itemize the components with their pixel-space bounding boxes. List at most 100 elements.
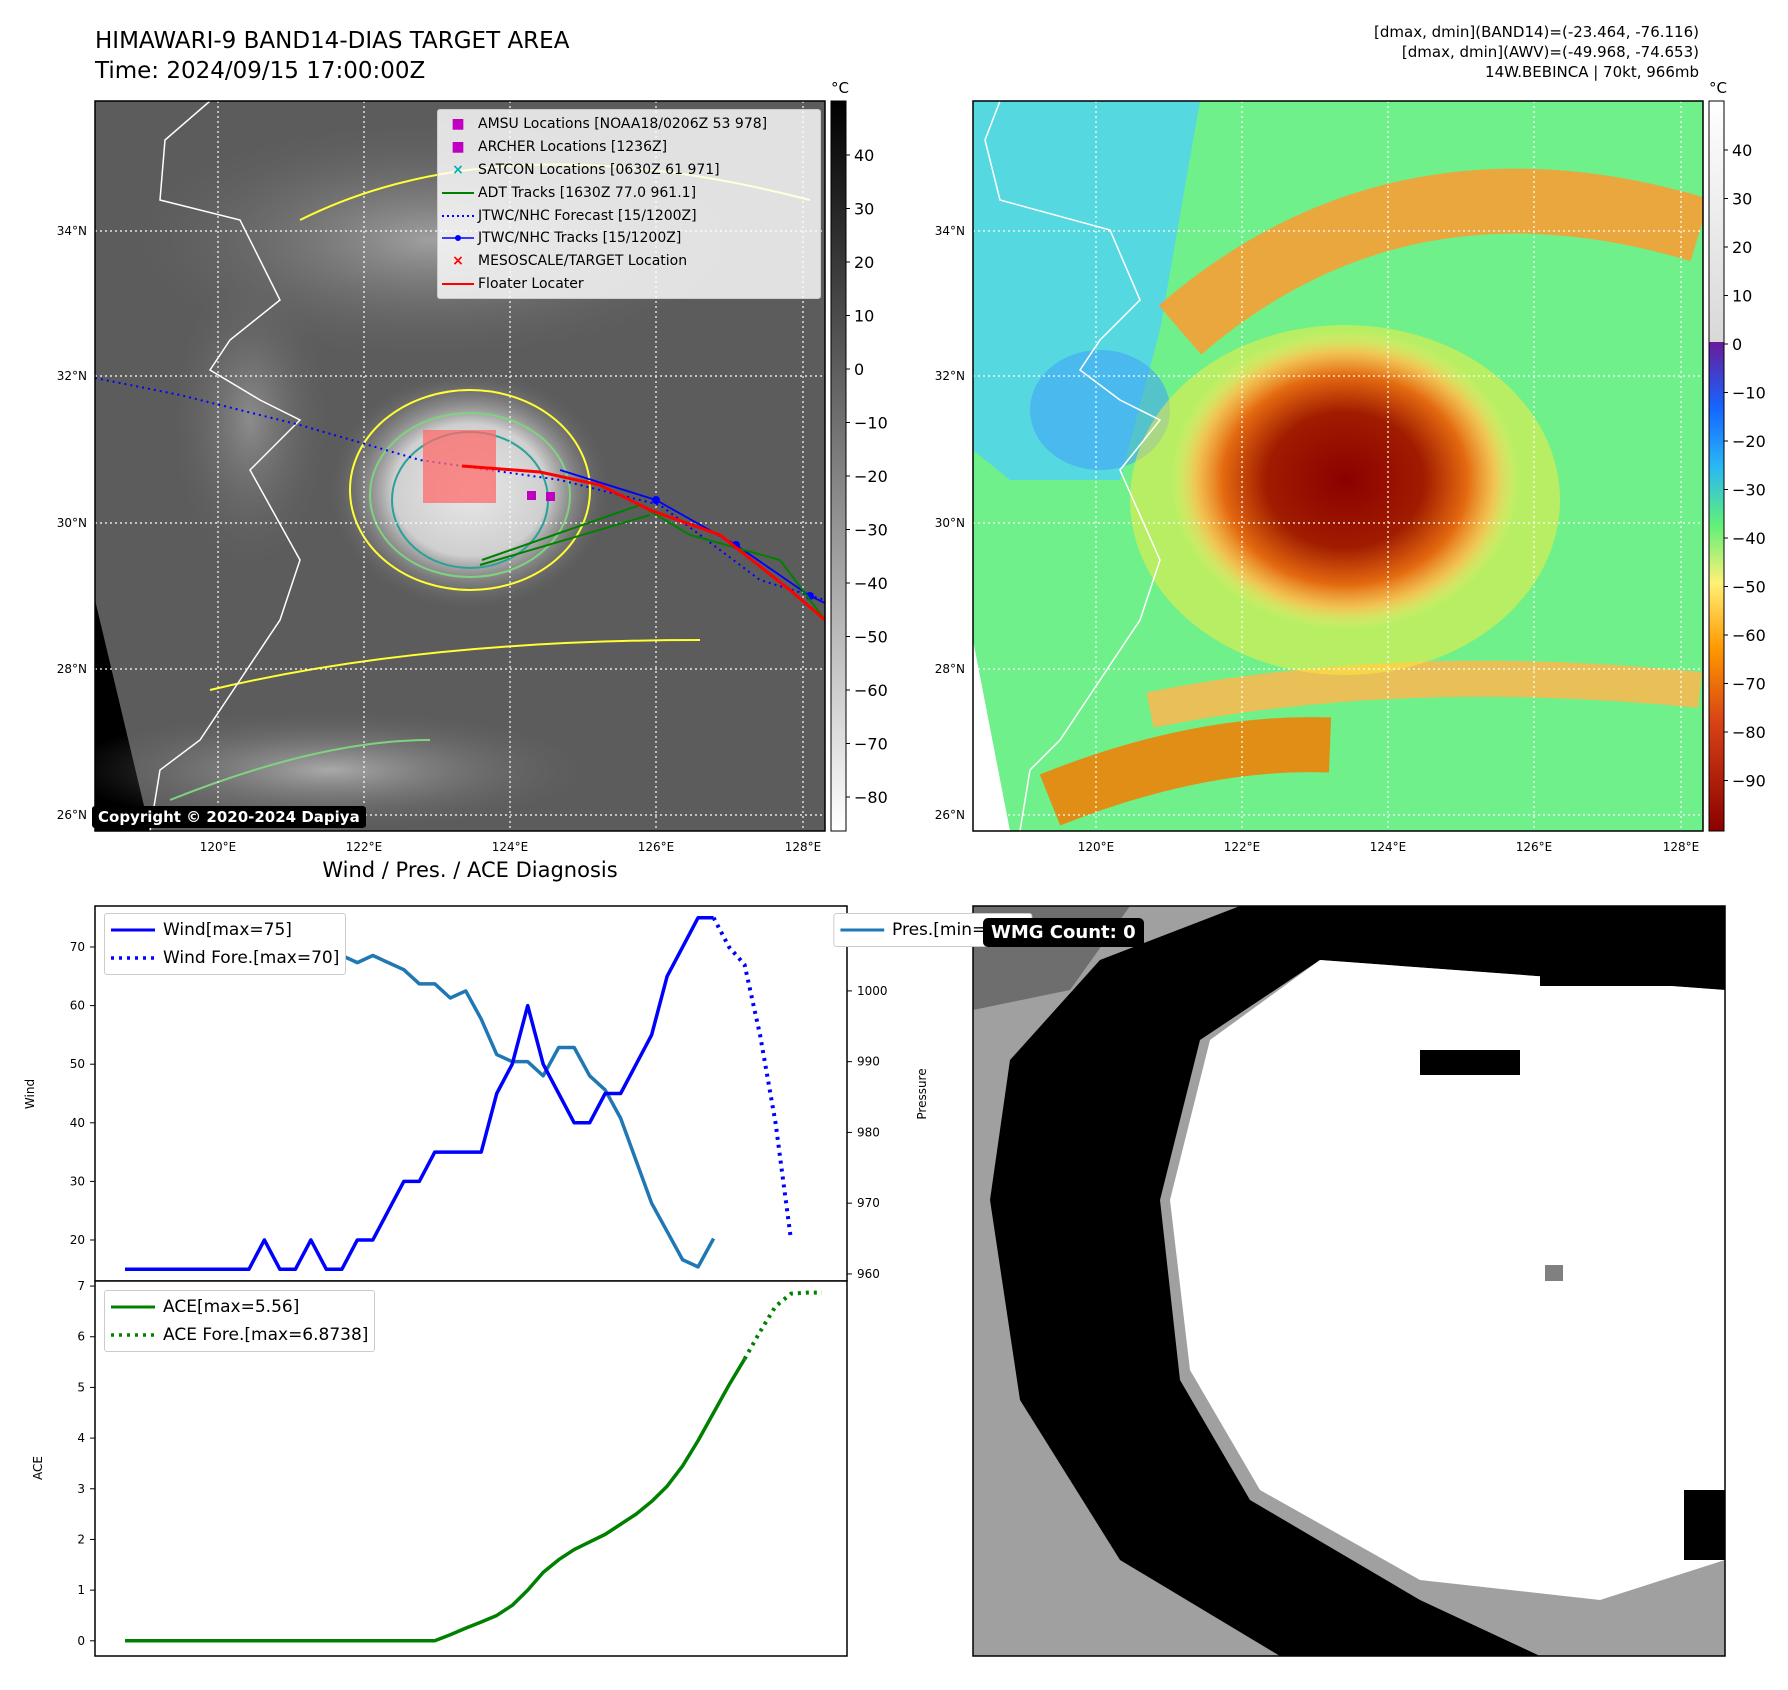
line-icon	[111, 1305, 155, 1309]
wmg-black-corner	[1540, 906, 1725, 986]
colorbar-tick-label: 10	[854, 307, 874, 326]
copyright-badge: Copyright © 2020-2024 Dapiya	[92, 806, 366, 828]
axis-tick-label: 970	[857, 1196, 880, 1210]
colorbar-tick-label: 10	[1732, 287, 1752, 306]
color-gridlines	[973, 101, 1703, 831]
color-colorbar-ticks: 40 30 20 10 0 −10 −20 −30 −40 −50 −60 −70 −80 −90	[1724, 141, 1766, 791]
colorbar-tick-label: −80	[1732, 723, 1766, 742]
colorbar-tick-label: −60	[854, 681, 888, 700]
axis-tick-label: 0	[77, 1634, 85, 1648]
lon-label: 126°E	[1516, 840, 1553, 854]
colorbar-tick-label: −40	[1732, 529, 1766, 548]
legend-label: MESOSCALE/TARGET Location	[478, 253, 688, 270]
lat-label: 30°N	[57, 516, 87, 530]
colorbar-tick-label: 20	[1732, 238, 1752, 257]
legend-label: ACE[max=5.56]	[163, 1297, 300, 1317]
colorbar-tick-label: −50	[854, 628, 888, 647]
axis-tick-label: 990	[857, 1055, 880, 1069]
lat-label: 28°N	[57, 662, 87, 676]
colorbar-tick-label: −60	[1732, 626, 1766, 645]
lat-label: 32°N	[57, 369, 87, 383]
colorbar-tick-label: −20	[854, 467, 888, 486]
lat-label: 28°N	[935, 662, 965, 676]
colorbar-tick-label: −10	[1732, 384, 1766, 403]
colorbar-tick-label: 0	[854, 360, 864, 379]
ir-lon-labels: 120°E 122°E 124°E 126°E 128°E	[200, 840, 822, 854]
title-line-1: HIMAWARI-9 BAND14-DIAS TARGET AREA	[95, 28, 570, 54]
legend-satcon: × SATCON Locations [0630Z 61 971]	[438, 159, 820, 182]
lon-label: 122°E	[346, 840, 383, 854]
axis-tick-label: 6	[77, 1330, 85, 1344]
axis-tick-label: 980	[857, 1125, 880, 1139]
color-no-data	[973, 101, 1010, 831]
coastline	[984, 101, 1162, 831]
color-dry-pocket	[1030, 350, 1170, 470]
lon-label: 128°E	[785, 840, 822, 854]
dotted-line-icon	[438, 213, 478, 219]
legend-label: Floater Locater	[478, 275, 584, 292]
axis-tick-label: 1	[77, 1583, 85, 1597]
axis-tick-label: 50	[70, 1057, 85, 1071]
legend-archer: ■ ARCHER Locations [1236Z]	[438, 136, 820, 159]
legend-ace-fore: ACE Fore.[max=6.8738]	[111, 1321, 368, 1349]
dotted-line-icon	[111, 1333, 155, 1337]
legend-wind-fore: Wind Fore.[max=70]	[111, 944, 339, 972]
lat-label: 26°N	[57, 808, 87, 822]
axis-tick-label: 30	[70, 1174, 85, 1188]
legend-floater: Floater Locater	[438, 273, 820, 296]
lat-label: 32°N	[935, 369, 965, 383]
lat-label: 26°N	[935, 808, 965, 822]
axis-tick-label: 20	[70, 1233, 85, 1247]
legend-label: Wind Fore.[max=70]	[163, 948, 340, 968]
color-map	[973, 101, 1703, 831]
contour-green	[369, 412, 571, 578]
ace-forecast-line	[742, 1290, 822, 1361]
map-legend: ■ AMSU Locations [NOAA18/0206Z 53 978] ■…	[437, 109, 821, 300]
colorbar-tick-label: −20	[1732, 432, 1766, 451]
line-icon	[438, 190, 478, 196]
wind-ylabel: Wind	[23, 1079, 37, 1109]
legend-label: AMSU Locations [NOAA18/0206Z 53 978]	[478, 116, 768, 133]
ir-colorbar	[830, 100, 847, 832]
lon-label: 124°E	[1370, 840, 1407, 854]
jtwc-point	[652, 496, 660, 504]
colorbar-tick-label: 40	[1732, 141, 1752, 160]
axis-tick-label: 3	[77, 1482, 85, 1496]
line-icon	[111, 928, 155, 932]
info-storm: 14W.BEBINCA | 70kt, 966mb	[1485, 63, 1699, 81]
axis-tick-label: 1000	[857, 984, 888, 998]
color-eye-wall	[1170, 330, 1520, 630]
cross-icon: ×	[452, 253, 464, 270]
archer-marker	[546, 492, 555, 501]
axis-tick-label: 60	[70, 999, 85, 1013]
ir-colorbar-ticks: 40 30 20 10 0 −10 −20 −30 −40 −50 −60 −70 −80	[846, 146, 888, 807]
color-lat-labels: 34°N 32°N 30°N 28°N 26°N	[935, 224, 965, 822]
square-icon: ■	[451, 116, 465, 133]
ir-colorbar-unit: °C	[831, 79, 849, 97]
legend-jtwc-tracks: JTWC/NHC Tracks [15/1200Z]	[438, 227, 820, 250]
color-south-band	[1146, 660, 1702, 728]
contour-yellow	[349, 389, 591, 591]
wind-line	[125, 915, 714, 1272]
colorbar-tick-label: 0	[1732, 335, 1742, 354]
title-line-2: Time: 2024/09/15 17:00:00Z	[95, 58, 426, 84]
adt-track	[479, 503, 825, 621]
color-colorbar	[1708, 100, 1725, 832]
line-icon	[840, 928, 884, 932]
colorbar-tick-label: −30	[854, 521, 888, 540]
axis-tick-label: 7	[77, 1279, 85, 1293]
ace-axis: 7 6 5 4 3 2 1 0	[77, 1279, 95, 1648]
color-south-band-2	[1039, 717, 1332, 826]
axis-tick-label: 40	[70, 1116, 85, 1130]
contour-south-2	[169, 739, 431, 801]
line-icon	[438, 281, 478, 287]
colorbar-tick-label: −30	[1732, 481, 1766, 500]
line-dot-icon	[438, 234, 478, 242]
figure-title: HIMAWARI-9 BAND14-DIAS TARGET AREA Time:…	[95, 26, 569, 86]
wmg-frame	[972, 905, 1726, 1657]
legend-jtwc-forecast: JTWC/NHC Forecast [15/1200Z]	[438, 204, 820, 227]
legend-mesoscale: × MESOSCALE/TARGET Location	[438, 250, 820, 273]
legend-wind: Wind[max=75]	[111, 916, 339, 944]
lon-label: 120°E	[1078, 840, 1115, 854]
ir-lat-labels: 34°N 32°N 30°N 28°N 26°N	[57, 224, 87, 822]
